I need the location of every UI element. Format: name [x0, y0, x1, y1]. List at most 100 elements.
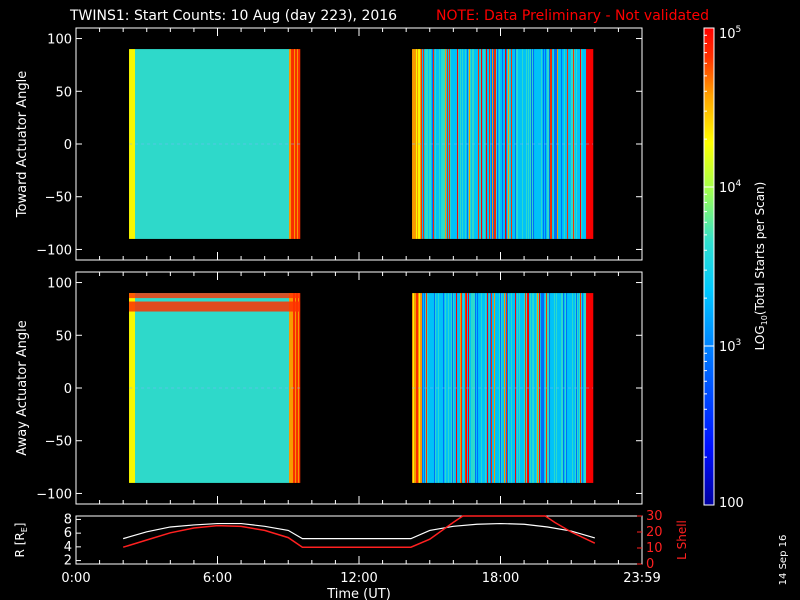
heatmap-cell [235, 49, 237, 239]
heatmap-cell [138, 293, 140, 483]
heatmap-cell [417, 49, 419, 239]
heatmap-cell [187, 49, 189, 239]
heatmap-cell [573, 293, 575, 483]
heatmap-cell [193, 293, 195, 483]
heatmap-cell [585, 49, 587, 239]
heatmap-cell [548, 293, 550, 483]
lshell-line [122, 515, 596, 548]
heatmap-cell [565, 293, 567, 483]
heatmap-cell [288, 293, 290, 483]
heatmap-cell [175, 293, 177, 483]
heatmap-cell [493, 293, 495, 483]
heatmap-cell [506, 49, 508, 239]
heatmap-cell [180, 49, 182, 239]
heatmap-cell [198, 49, 200, 239]
heatmap-cell [572, 293, 574, 483]
heatmap-cell [469, 293, 471, 483]
heatmap-cell [158, 49, 160, 239]
heatmap-cell [583, 49, 585, 239]
heatmap-cell [464, 293, 466, 483]
heatmap-cell [470, 49, 472, 239]
heatmap-cell [204, 49, 206, 239]
heatmap-cell [259, 293, 261, 483]
heatmap-cell [584, 293, 586, 483]
heatmap-cell [282, 49, 284, 239]
heatmap-cell [204, 293, 206, 483]
heatmap-cell [163, 293, 165, 483]
heatmap-cell [542, 49, 544, 239]
data-note: NOTE: Data Preliminary - Not validated [436, 8, 709, 24]
heatmap-cell [506, 293, 508, 483]
heatmap-cell [164, 293, 166, 483]
x-tick-label: 6:00 [203, 571, 232, 586]
heatmap-cell [218, 293, 220, 483]
heatmap-cell [447, 49, 449, 239]
heatmap-cell [519, 293, 521, 483]
y-tick-label: −50 [45, 191, 72, 206]
heatmap-cell [428, 293, 430, 483]
heatmap-cell [223, 293, 225, 483]
heatmap-cell [182, 49, 184, 239]
heatmap-cell [145, 293, 147, 483]
heatmap-cell [151, 293, 153, 483]
heatmap-cell [228, 293, 230, 483]
heatmap-cell [169, 293, 171, 483]
heatmap-cell [500, 49, 502, 239]
heatmap-cell [242, 49, 244, 239]
heatmap-cell [158, 293, 160, 483]
heatmap-cell [567, 49, 569, 239]
heatmap-cell [559, 293, 561, 483]
heatmap-cell [541, 49, 543, 239]
heatmap-cell [133, 49, 135, 239]
heatmap-cell [282, 293, 284, 483]
colorbar-tick-label: 104 [719, 179, 742, 196]
heatmap-cell [553, 49, 555, 239]
heatmap-cell [421, 49, 423, 239]
heatmap-cell [505, 293, 507, 483]
heatmap-cell [241, 49, 243, 239]
heatmap-cell [543, 49, 545, 239]
heatmap-cell [192, 49, 194, 239]
heatmap-cell [169, 49, 171, 239]
heatmap-cell [435, 49, 437, 239]
heatmap-cell [476, 49, 478, 239]
heatmap-cell [416, 293, 418, 483]
heatmap-cell [200, 293, 202, 483]
heatmap-cell [290, 49, 292, 239]
heatmap-cell [512, 293, 514, 483]
heatmap-cell [188, 49, 190, 239]
heatmap-cell [152, 49, 154, 239]
heatmap-cell [452, 49, 454, 239]
heatmap-cell [434, 49, 436, 239]
heatmap-cell [428, 49, 430, 239]
heatmap-cell [248, 293, 250, 483]
heatmap-cell [272, 293, 274, 483]
colorbar-label-log: LOG [753, 325, 767, 350]
heatmap-cell [495, 49, 497, 239]
heatmap-cell [591, 49, 593, 239]
heatmap-cell [176, 293, 178, 483]
heatmap-cell [235, 293, 237, 483]
heatmap-cell [134, 49, 136, 239]
heatmap-band [129, 301, 301, 312]
heatmap-cell [567, 293, 569, 483]
heatmap-cell [555, 293, 557, 483]
colorbar-tick-exp: 4 [736, 179, 742, 189]
heatmap-cell [535, 49, 537, 239]
colorbar-tick-base: 10 [719, 27, 736, 42]
heatmap-cell [260, 49, 262, 239]
heatmap-cell [278, 49, 280, 239]
heatmap-cell [212, 49, 214, 239]
heatmap-cell [156, 49, 158, 239]
heatmap-cell [218, 49, 220, 239]
heatmap-cell [590, 49, 592, 239]
heatmap-cell [289, 49, 291, 239]
heatmap-cell [163, 49, 165, 239]
heatmap-cell [499, 49, 501, 239]
heatmap-cell [561, 293, 563, 483]
heatmap-cell [276, 293, 278, 483]
colorbar-label-rest: (Total Starts per Scan) [753, 182, 767, 316]
heatmap-cell [246, 293, 248, 483]
heatmap-cell [529, 293, 531, 483]
heatmap-cell [228, 49, 230, 239]
